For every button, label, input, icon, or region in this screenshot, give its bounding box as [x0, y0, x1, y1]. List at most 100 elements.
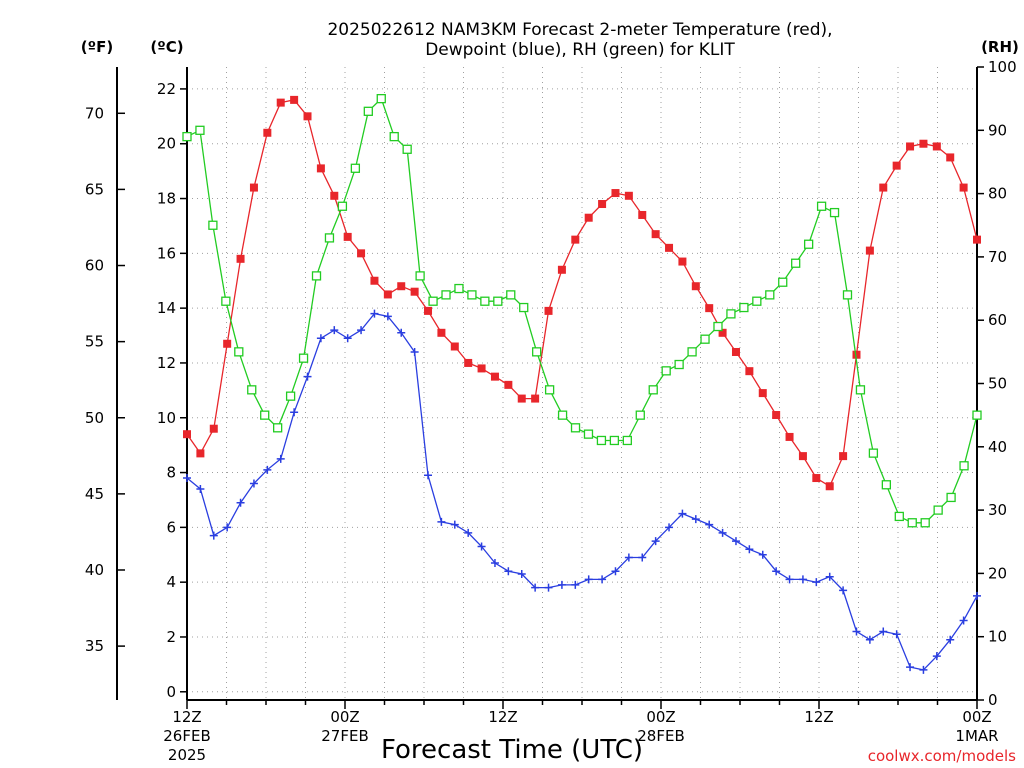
- rh-point: [480, 296, 490, 306]
- x-tick-label-date: 26FEB: [163, 727, 210, 745]
- rh-point: [363, 106, 373, 116]
- temperature-point: [477, 364, 486, 373]
- celsius-tick-label: 8: [166, 464, 176, 482]
- rh-point: [337, 201, 348, 211]
- fahrenheit-axis-label: (ºF): [81, 38, 113, 56]
- rh-point: [454, 283, 464, 294]
- rh-tick-label: 80: [988, 185, 1007, 203]
- rh-point: [726, 309, 736, 319]
- rh-point: [765, 290, 775, 300]
- chart-title-line1: 2025022612 NAM3KM Forecast 2-meter Tempe…: [327, 20, 832, 40]
- dewpoint-point: [651, 537, 660, 546]
- rh-tick-label: 0: [988, 691, 998, 709]
- temperature-point: [678, 257, 687, 266]
- celsius-tick-label: 12: [157, 354, 176, 372]
- temperature-point: [504, 380, 513, 389]
- temperature-point: [879, 183, 888, 192]
- grid-lines: [187, 67, 977, 700]
- dewpoint-point: [330, 326, 339, 335]
- rh-point: [648, 385, 658, 395]
- rh-point: [635, 410, 645, 420]
- celsius-tick-label: 4: [166, 573, 176, 591]
- rh-point: [182, 131, 192, 142]
- dewpoint-point: [946, 635, 955, 644]
- temperature-point: [557, 265, 566, 274]
- x-tick-label-time: 00Z: [646, 708, 675, 726]
- rh-point: [234, 347, 244, 357]
- celsius-tick-label: 16: [157, 244, 176, 262]
- rh-point: [791, 258, 801, 268]
- dewpoint-point: [798, 575, 807, 584]
- rh-tick-label: 100: [988, 58, 1017, 76]
- dewpoint-point: [276, 454, 285, 463]
- rh-point: [674, 359, 684, 370]
- dewpoint-point: [691, 515, 700, 524]
- dewpoint-point: [678, 509, 687, 518]
- fahrenheit-tick-label: 50: [85, 409, 104, 427]
- rh-point: [260, 410, 270, 420]
- rh-point: [467, 290, 477, 300]
- dewpoint-point: [624, 553, 633, 562]
- temperature-point: [183, 430, 191, 439]
- axes: 0 2 4 6 8 10 12 14 16 18 20 22 35 40 45 50 55 60 65 70 0 10 20…: [85, 58, 1017, 709]
- dewpoint-point: [785, 575, 794, 584]
- temperature-point: [705, 304, 714, 313]
- temperature-point: [517, 394, 526, 403]
- dewpoint-point: [959, 616, 968, 625]
- series-dewpoint: [183, 309, 981, 674]
- rh-point: [195, 125, 205, 135]
- temperature-point: [624, 191, 633, 200]
- dewpoint-point: [424, 471, 433, 480]
- rh-point: [428, 296, 438, 306]
- rh-point: [402, 144, 412, 154]
- rh-point: [532, 347, 542, 357]
- dewpoint-point: [865, 635, 874, 644]
- rh-point: [713, 321, 723, 332]
- rh-point: [544, 385, 555, 395]
- rh-point: [946, 492, 956, 503]
- rh-point: [933, 505, 943, 515]
- rh-point: [493, 296, 503, 306]
- rh-point: [570, 423, 581, 433]
- temperature-point: [839, 452, 848, 461]
- fahrenheit-tick-label: 60: [85, 257, 104, 275]
- temperature-point: [450, 342, 459, 351]
- x-axis-title: Forecast Time (UTC): [381, 735, 643, 765]
- temperature-point: [973, 235, 981, 244]
- dewpoint-point: [718, 528, 727, 537]
- temperature-point: [772, 411, 781, 420]
- temperature-point: [731, 347, 740, 356]
- rh-point: [868, 448, 879, 458]
- rh-point: [557, 410, 568, 420]
- temperature-point: [906, 142, 915, 151]
- rh-point: [816, 201, 827, 211]
- dewpoint-point: [477, 542, 486, 551]
- dewpoint-point: [598, 575, 607, 584]
- dewpoint-point: [906, 663, 915, 672]
- temperature-point: [316, 164, 325, 173]
- temperature-point: [798, 452, 807, 461]
- dewpoint-point: [825, 572, 834, 581]
- x-tick-label-time: 12Z: [804, 708, 833, 726]
- temperature-point: [531, 394, 540, 403]
- dewpoint-point: [343, 334, 352, 343]
- rh-point: [920, 518, 930, 528]
- temperature-point: [745, 367, 754, 376]
- temperature-point: [424, 306, 433, 315]
- rh-tick-label: 90: [988, 121, 1007, 139]
- dewpoint-point: [223, 523, 232, 532]
- rh-point: [441, 290, 451, 300]
- dewpoint-point: [196, 485, 205, 493]
- temperature-point: [383, 290, 392, 299]
- celsius-tick-label: 0: [166, 683, 176, 701]
- rh-point: [972, 410, 982, 420]
- fahrenheit-tick-label: 45: [85, 485, 104, 503]
- temperature-point: [584, 213, 593, 222]
- temperature-point: [932, 142, 941, 151]
- rh-point: [842, 290, 853, 300]
- fahrenheit-tick-label: 40: [85, 561, 104, 579]
- rh-point: [506, 290, 516, 300]
- celsius-tick-label: 20: [157, 135, 176, 153]
- chart-title-line2: Dewpoint (blue), RH (green) for KLIT: [425, 40, 735, 60]
